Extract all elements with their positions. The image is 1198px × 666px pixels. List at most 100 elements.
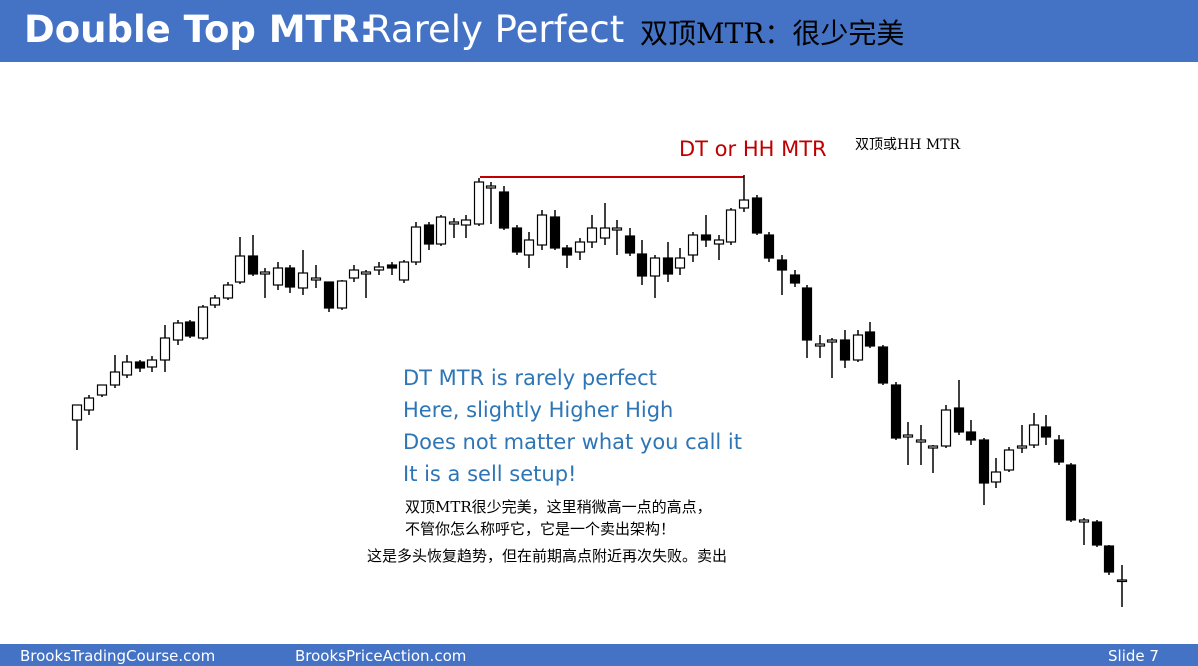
candle-body — [373, 266, 385, 271]
candle-body — [738, 199, 750, 209]
candle-body — [536, 214, 548, 246]
candle-body — [511, 227, 523, 253]
candle-body — [184, 321, 196, 337]
candle-body — [498, 191, 510, 229]
candle-body — [1065, 464, 1077, 521]
candle-body — [222, 284, 234, 299]
candle-body — [1078, 519, 1090, 523]
note-cn: 不管你怎么称呼它，它是一个卖出架构！ — [405, 520, 676, 538]
candle-body — [197, 306, 209, 339]
candle-body — [71, 404, 83, 421]
candle-body — [96, 384, 108, 396]
candle-body — [978, 439, 990, 484]
candle-body — [789, 274, 801, 284]
candle-body — [83, 397, 95, 411]
title-bold: Double Top MTR: — [24, 8, 375, 51]
candle-body — [172, 322, 184, 341]
candle-body — [460, 219, 472, 226]
candle-body — [323, 281, 335, 309]
candle-body — [586, 227, 598, 243]
candle-body — [523, 239, 535, 256]
candle-body — [398, 261, 410, 281]
candle-body — [574, 241, 586, 253]
candle-body — [209, 297, 221, 306]
candle-body — [953, 407, 965, 433]
candle-body — [776, 259, 788, 271]
note-line: Here, slightly Higher High — [403, 398, 674, 422]
candle-body — [1040, 426, 1052, 438]
candle-body — [890, 384, 902, 439]
candle-body — [561, 247, 573, 256]
candle-body — [649, 257, 661, 277]
candle-body — [624, 235, 636, 254]
title-cn: 双顶MTR：很少完美 — [640, 17, 905, 50]
candle-body — [259, 271, 271, 275]
candle-body — [1053, 439, 1065, 463]
candle-body — [310, 277, 322, 281]
candle-body — [599, 227, 611, 239]
candle-body — [927, 445, 939, 449]
candle-body — [751, 197, 763, 234]
candle-body — [1016, 445, 1028, 449]
candle-body — [297, 272, 309, 289]
candle-body — [134, 361, 146, 369]
candle-body — [549, 216, 561, 249]
candle-body — [713, 239, 725, 245]
dt-label-cn: 双顶或HH MTR — [855, 137, 961, 153]
candle-body — [336, 280, 348, 309]
candle-body — [473, 181, 485, 225]
candle-body — [839, 339, 851, 361]
candle-body — [915, 439, 927, 443]
candle-body — [814, 343, 826, 347]
candle-body — [146, 359, 158, 368]
candle-body — [940, 409, 952, 447]
candle-body — [826, 339, 838, 343]
candle-body — [852, 334, 864, 361]
footer-left: BrooksTradingCourse.com — [20, 647, 216, 665]
candle-body — [360, 271, 372, 275]
candle-body — [725, 209, 737, 243]
footer-middle: BrooksPriceAction.com — [295, 647, 467, 665]
candle-body — [877, 346, 889, 384]
candle-body — [1028, 424, 1040, 446]
candle-body — [234, 255, 246, 283]
candle-body — [410, 226, 422, 263]
candle-body — [990, 471, 1002, 483]
slide-number: Slide 7 — [1108, 647, 1159, 665]
note-line: DT MTR is rarely perfect — [403, 366, 657, 390]
candle-body — [763, 234, 775, 259]
candle-body — [386, 264, 398, 269]
candle-body — [109, 371, 121, 386]
candle-body — [1116, 579, 1128, 583]
note-cn: 双顶MTR很少完美，这里稍微高一点的高点， — [405, 498, 712, 516]
candle-body — [284, 267, 296, 288]
candle-body — [662, 257, 674, 275]
note-cn: 这是多头恢复趋势，但在前期高点附近再次失败。卖出 — [367, 547, 728, 565]
candle-body — [700, 234, 712, 241]
candle-body — [611, 227, 623, 231]
candle-body — [674, 257, 686, 269]
note-line: It is a sell setup! — [403, 462, 577, 486]
candle-body — [636, 253, 648, 277]
note-line: Does not matter what you call it — [403, 430, 742, 454]
dt-label: DT or HH MTR — [679, 137, 827, 161]
header: Double Top MTR: Rarely Perfect 双顶MTR：很少完… — [0, 0, 1198, 62]
candle-body — [687, 234, 699, 256]
candle-body — [485, 185, 497, 189]
candle-body — [1091, 521, 1103, 546]
footer: BrooksTradingCourse.com BrooksPriceActio… — [0, 644, 1198, 666]
title-rest: Rarely Perfect — [366, 8, 625, 51]
candle-body — [348, 269, 360, 279]
candle-body — [247, 255, 259, 275]
candle-body — [272, 267, 284, 286]
candle-body — [159, 337, 171, 361]
candle-body — [1103, 545, 1115, 573]
candle-body — [1003, 449, 1015, 471]
candle-body — [801, 287, 813, 341]
candle-body — [448, 221, 460, 225]
candle-body — [965, 431, 977, 441]
candle-body — [864, 331, 876, 347]
candle-body — [121, 361, 133, 376]
